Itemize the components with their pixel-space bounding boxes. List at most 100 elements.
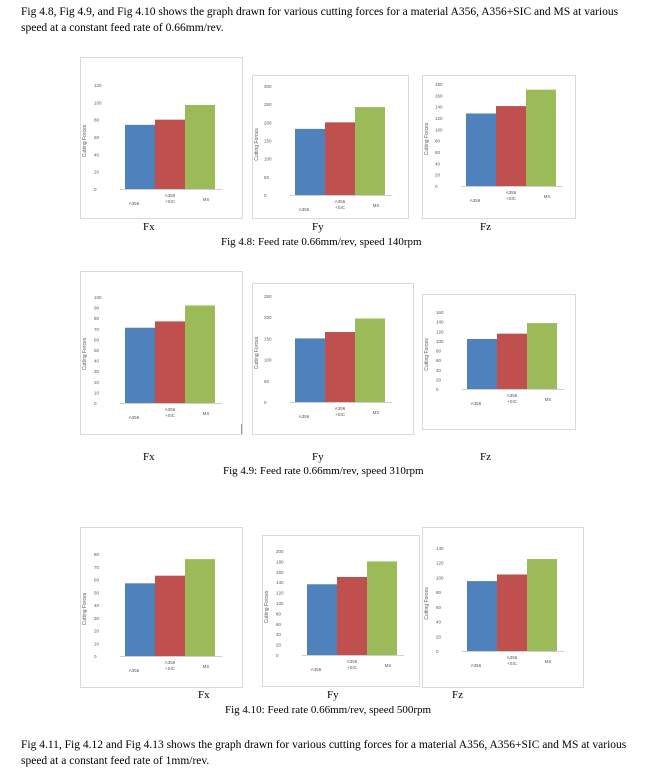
x-tick-label: A356 <box>471 401 482 406</box>
y-tick-label: 120 <box>435 116 443 121</box>
y-axis-title: Cutting Forces <box>424 122 430 155</box>
y-tick-label: 200 <box>276 549 284 554</box>
y-tick-label: 40 <box>94 603 100 608</box>
y-tick-label: 120 <box>276 591 284 596</box>
x-tick-label: MS <box>544 194 551 199</box>
x-tick-label: MS <box>373 203 380 208</box>
x-tick-label: A356 +SIC <box>347 659 358 670</box>
y-axis-title: Cutting Forces <box>82 337 88 370</box>
bar-ms <box>527 559 557 651</box>
y-axis-title: Cutting Forces <box>264 590 270 623</box>
y-tick-label: 30 <box>94 616 100 621</box>
x-tick-label: A356 <box>471 663 482 668</box>
y-tick-label: 60 <box>94 337 100 342</box>
x-tick-label: A356 <box>129 668 140 673</box>
x-tick-label: A356 +SIC <box>507 393 518 404</box>
fig4-9-fz-label: Fz <box>480 451 491 463</box>
y-tick-label: 80 <box>436 349 442 354</box>
chart-fig4-9-fx: 0 10 20 30 40 50 60 70 80 90 100 Cutting Forces A356… <box>80 271 243 435</box>
fig4-9-fx-label: Fx <box>143 451 155 463</box>
y-tick-label: 60 <box>94 135 100 140</box>
bar-a356 <box>295 338 325 402</box>
y-tick-label: 40 <box>436 368 442 373</box>
y-tick-label: 40 <box>94 152 100 157</box>
bar-ms <box>355 107 385 195</box>
bar-a356 <box>467 338 497 389</box>
x-tick-label: MS <box>373 410 380 415</box>
chart-fig4-10-fz: 0 20 40 60 80 100 120 140 Cutting Forces A356 A356… <box>422 527 584 688</box>
fig4-8-fx-label: Fx <box>143 221 155 233</box>
y-tick-label: 20 <box>435 173 441 178</box>
y-tick-label: 150 <box>264 336 272 341</box>
y-tick-label: 50 <box>94 590 100 595</box>
chart-svg: 0 20 40 60 80 100 120 140 160 180 Cutting Forces A3… <box>424 82 563 203</box>
bar-a356-sic <box>325 122 355 195</box>
bar-a356 <box>125 124 155 189</box>
bar-a356 <box>307 584 337 655</box>
fig4-9-caption: Fig 4.9: Feed rate 0.66mm/rev, speed 310… <box>223 465 424 477</box>
y-tick-label: 0 <box>436 649 439 654</box>
y-tick-label: 70 <box>94 327 100 332</box>
y-axis-title: Cutting Forces <box>82 592 88 625</box>
y-tick-label: 40 <box>94 359 100 364</box>
bar-a356-sic <box>325 332 355 402</box>
chart-fig4-10-fy: 0 20 40 60 80 100 120 140 160 180 200 Cutting Force… <box>262 535 420 687</box>
y-tick-label: 80 <box>436 590 442 595</box>
y-tick-label: 250 <box>264 102 272 107</box>
bar-ms <box>526 89 556 186</box>
bar-a356 <box>125 583 155 656</box>
x-tick-label: MS <box>545 659 552 664</box>
bar-ms <box>527 323 557 389</box>
divider-line <box>241 424 242 434</box>
y-tick-label: 0 <box>435 184 438 189</box>
y-tick-label: 180 <box>276 559 284 564</box>
y-tick-label: 30 <box>94 369 100 374</box>
bar-a356-sic <box>337 577 367 655</box>
y-tick-label: 80 <box>435 139 441 144</box>
y-tick-label: 160 <box>435 93 443 98</box>
y-tick-label: 140 <box>276 580 284 585</box>
y-tick-label: 20 <box>94 170 100 175</box>
y-tick-label: 120 <box>436 561 444 566</box>
y-tick-label: 20 <box>94 629 100 634</box>
chart-svg: 0 20 40 60 80 100 120 140 160 Cutting Forces A356 A… <box>424 310 564 406</box>
y-tick-label: 300 <box>264 84 272 89</box>
y-tick-label: 0 <box>276 653 279 658</box>
y-tick-label: 50 <box>264 379 270 384</box>
y-tick-label: 50 <box>264 175 270 180</box>
y-axis-title: Cutting Forces <box>254 336 260 369</box>
y-axis-title: Cutting Forces <box>82 124 88 157</box>
y-tick-label: 80 <box>276 611 282 616</box>
chart-svg: 0 50 100 150 200 250 300 Cutting Forces A356 A356… <box>254 84 392 212</box>
y-tick-label: 60 <box>435 150 441 155</box>
outro-paragraph: Fig 4.11, Fig 4.12 and Fig 4.13 shows th… <box>21 739 627 767</box>
chart-svg: 0 10 20 30 40 50 60 70 80 Cutting Forces A356 A356 +… <box>82 552 222 673</box>
chart-fig4-8-fz: 0 20 40 60 80 100 120 140 160 180 Cutting Forces A3… <box>422 75 576 219</box>
x-tick-label: A356 <box>299 207 310 212</box>
y-tick-label: 100 <box>276 601 284 606</box>
chart-svg: 0 50 100 150 200 250 Cutting Forces A356 A356 +SI… <box>254 294 392 419</box>
bar-a356-sic <box>155 575 185 656</box>
y-tick-label: 140 <box>435 105 443 110</box>
y-tick-label: 60 <box>436 358 442 363</box>
y-tick-label: 20 <box>436 377 442 382</box>
fig4-10-fz-label: Fz <box>452 689 463 701</box>
fig4-8-fz-label: Fz <box>480 221 491 233</box>
fig4-10-caption: Fig 4.10: Feed rate 0.66mm/rev, speed 50… <box>225 704 432 716</box>
y-tick-label: 60 <box>436 605 442 610</box>
intro-paragraph: Fig 4.8, Fig 4.9, and Fig 4.10 shows the… <box>21 6 619 34</box>
y-tick-label: 0 <box>264 400 267 405</box>
y-tick-label: 80 <box>94 552 100 557</box>
y-tick-label: 160 <box>436 310 444 315</box>
bar-ms <box>367 561 397 655</box>
y-tick-label: 100 <box>264 358 272 363</box>
y-tick-label: 60 <box>276 622 282 627</box>
y-tick-label: 50 <box>94 348 100 353</box>
y-tick-label: 80 <box>94 316 100 321</box>
bar-a356 <box>467 581 497 651</box>
y-tick-label: 250 <box>264 294 272 299</box>
fig4-10-fy-label: Fy <box>327 689 339 701</box>
y-tick-label: 140 <box>436 546 444 551</box>
y-tick-label: 80 <box>94 118 100 123</box>
y-tick-label: 100 <box>435 127 443 132</box>
